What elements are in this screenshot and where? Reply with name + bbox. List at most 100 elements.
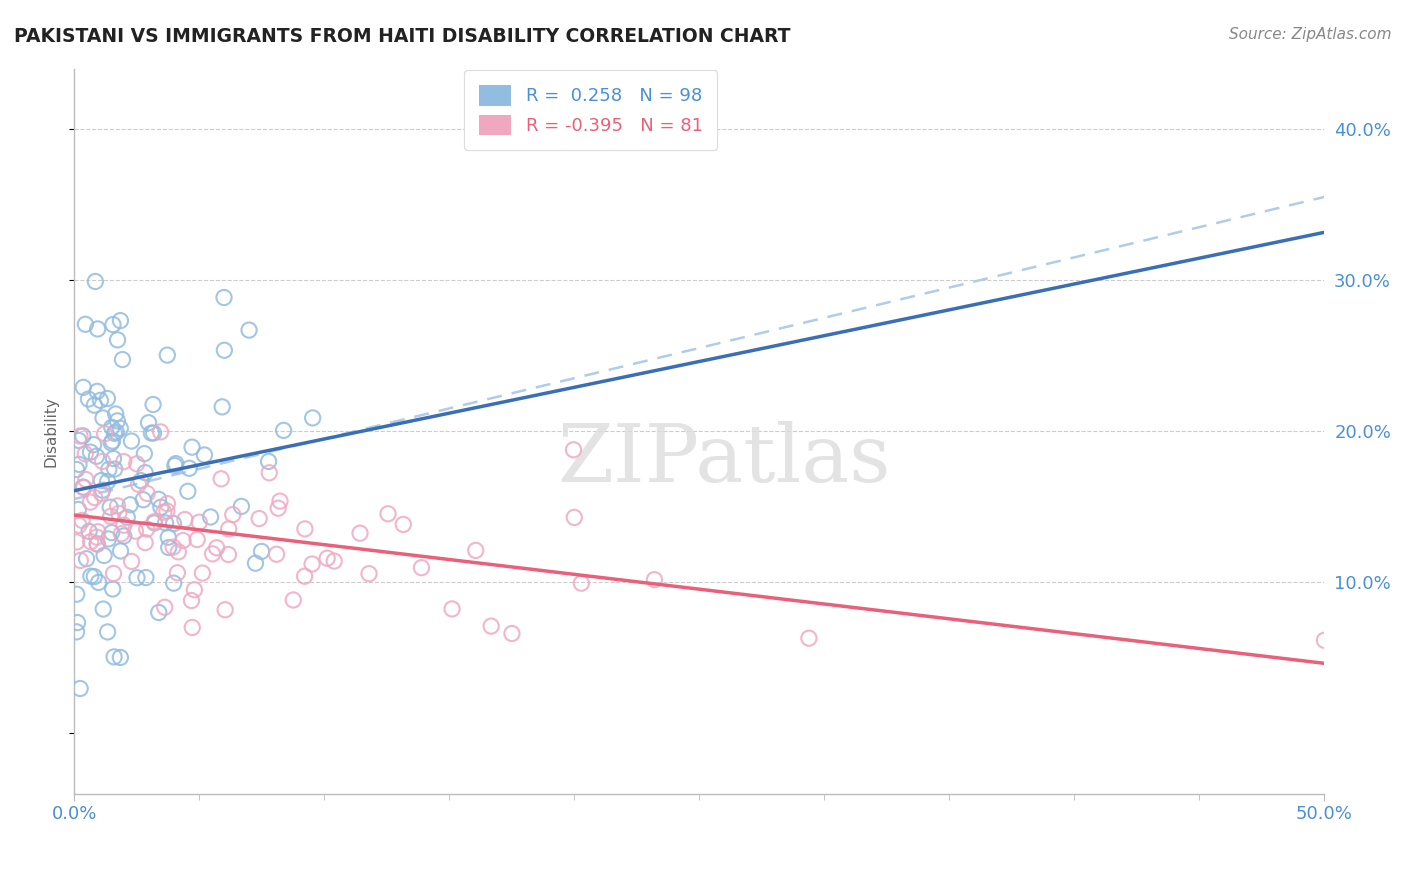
Point (79, 445, 101, 459)
Point (142, 397, 165, 411)
Point (101, 434, 124, 449)
Point (180, 593, 202, 607)
Point (294, 569, 316, 583)
Point (76, 551, 98, 566)
Point (441, 602, 464, 616)
Point (93, 549, 115, 563)
Point (91, 411, 114, 425)
Legend: R =  0.258   N = 98, R = -0.395   N = 81: R = 0.258 N = 98, R = -0.395 N = 81 (464, 70, 717, 150)
Point (65, 535, 87, 549)
Point (112, 518, 135, 533)
Point (83, 437, 105, 451)
Point (174, 512, 197, 526)
Point (132, 492, 155, 507)
Point (89, 393, 111, 408)
Point (238, 323, 260, 337)
Point (143, 516, 166, 530)
Point (257, 454, 280, 468)
Point (172, 533, 194, 548)
Point (181, 440, 204, 454)
Point (357, 566, 380, 581)
Point (83, 569, 105, 583)
Point (105, 425, 128, 439)
Point (107, 414, 129, 428)
Point (163, 576, 186, 591)
Point (188, 515, 211, 529)
Point (214, 343, 236, 358)
Point (155, 516, 177, 530)
Point (217, 548, 239, 562)
Point (205, 541, 228, 555)
Point (110, 526, 132, 541)
Point (143, 515, 166, 529)
Point (80, 534, 103, 549)
Point (91, 602, 114, 616)
Point (72, 480, 94, 494)
Point (186, 533, 208, 547)
Point (66, 615, 89, 630)
Point (69, 429, 91, 443)
Point (183, 582, 205, 597)
Point (110, 544, 132, 558)
Point (101, 420, 124, 434)
Point (148, 492, 170, 507)
Point (267, 501, 290, 516)
Point (259, 466, 281, 480)
Point (67, 458, 90, 472)
Y-axis label: Disability: Disability (44, 396, 58, 467)
Point (67, 434, 90, 448)
Point (167, 545, 190, 559)
Point (65, 462, 87, 476)
Point (66, 587, 89, 601)
Point (479, 619, 502, 633)
Point (191, 566, 214, 580)
Point (86, 450, 108, 464)
Point (96, 392, 118, 406)
Point (91, 454, 114, 468)
Point (110, 313, 132, 327)
Point (129, 474, 152, 488)
Point (100, 509, 122, 524)
Point (156, 497, 179, 511)
Point (134, 535, 156, 549)
Point (222, 508, 245, 522)
Point (165, 457, 187, 471)
Point (135, 522, 157, 536)
Point (67, 502, 90, 516)
Point (87, 575, 110, 590)
Point (77, 524, 100, 539)
Point (97, 475, 120, 489)
Point (101, 318, 124, 332)
Point (91, 483, 114, 498)
Point (177, 484, 200, 499)
Point (377, 507, 399, 521)
Point (163, 458, 186, 473)
Point (100, 436, 122, 450)
Point (107, 333, 129, 347)
Point (111, 352, 134, 367)
Point (142, 425, 165, 440)
Point (136, 486, 159, 500)
Point (83, 398, 105, 412)
Point (65, 624, 87, 639)
Point (104, 462, 127, 476)
Point (162, 540, 184, 554)
Point (141, 425, 163, 440)
Point (90, 474, 112, 488)
Point (157, 541, 180, 555)
Point (107, 499, 129, 513)
Point (98, 500, 121, 515)
Point (75, 473, 97, 487)
Text: PAKISTANI VS IMMIGRANTS FROM HAITI DISABILITY CORRELATION CHART: PAKISTANI VS IMMIGRANTS FROM HAITI DISAB… (14, 27, 790, 45)
Point (67, 518, 90, 533)
Point (135, 570, 157, 584)
Point (110, 650, 132, 665)
Point (75, 318, 97, 332)
Point (643, 573, 665, 587)
Point (86, 537, 108, 551)
Point (797, 631, 820, 645)
Point (120, 498, 142, 512)
Point (149, 425, 172, 439)
Point (93, 426, 115, 441)
Point (323, 554, 346, 568)
